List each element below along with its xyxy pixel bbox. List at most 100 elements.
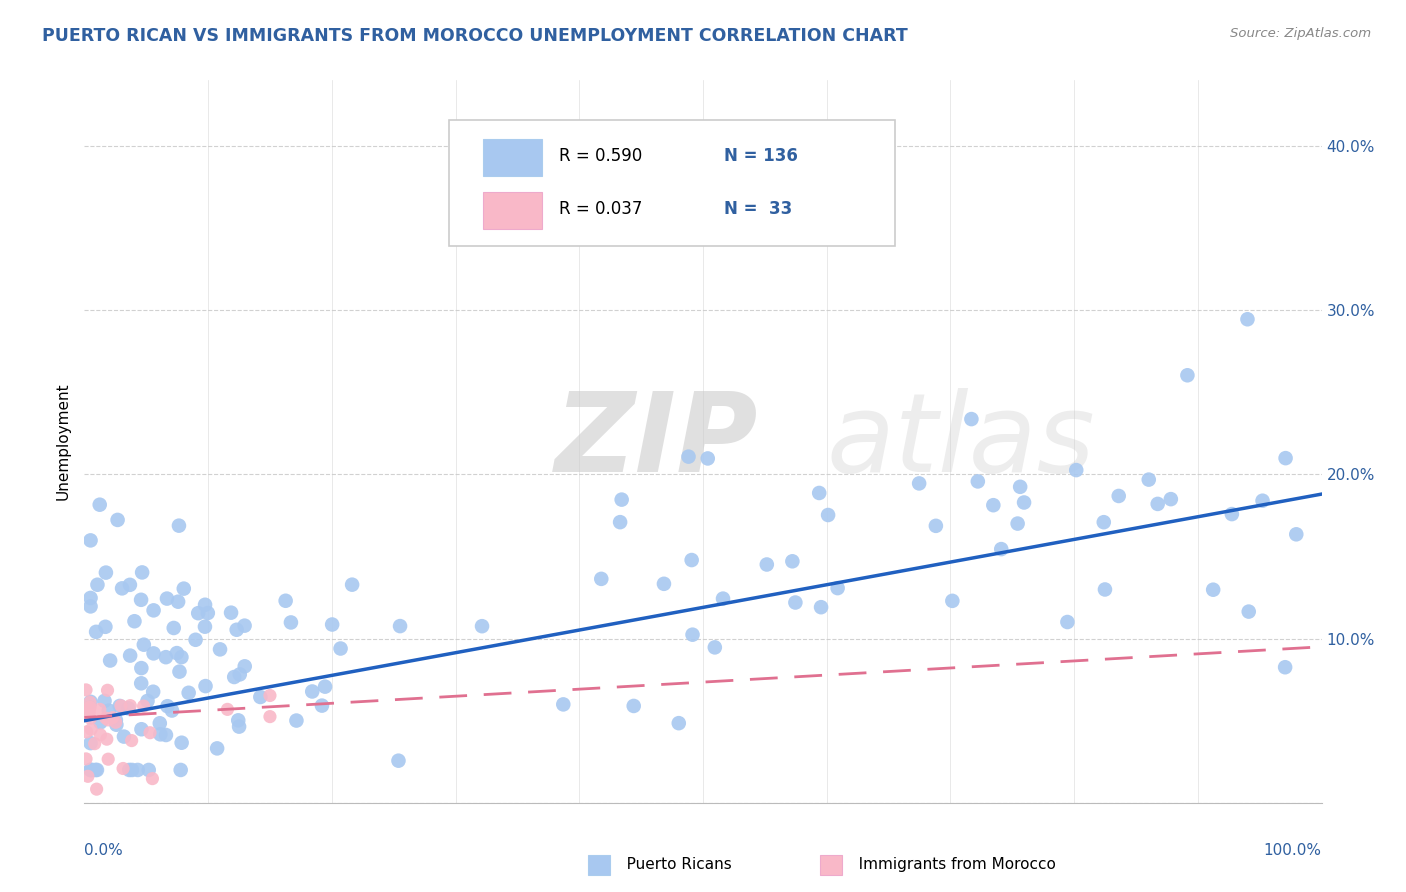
Point [960, 412, 983, 426]
Point [170, 736, 193, 750]
Point [138, 763, 160, 777]
Point [1056, 615, 1078, 629]
Point [93, 694, 115, 708]
Point [610, 492, 633, 507]
Point [471, 619, 494, 633]
Text: R = 0.037: R = 0.037 [560, 200, 643, 218]
Point [156, 699, 179, 714]
Point [79, 695, 101, 709]
Point [82, 763, 104, 777]
Point [117, 701, 139, 715]
Point [118, 763, 141, 777]
Point [131, 661, 153, 675]
Point [101, 711, 124, 725]
Point [89, 728, 111, 742]
Text: atlas: atlas [827, 388, 1095, 495]
Point [79, 711, 101, 725]
Point [1092, 515, 1115, 529]
Point [177, 686, 200, 700]
Point [226, 714, 249, 728]
Text: R = 0.590: R = 0.590 [560, 147, 643, 165]
Point [79, 700, 101, 714]
Point [808, 486, 831, 500]
Point [79, 695, 101, 709]
Point [652, 576, 675, 591]
Point [224, 670, 246, 684]
Point [160, 704, 183, 718]
Point [79, 763, 101, 777]
Point [155, 728, 177, 742]
Point [131, 566, 153, 580]
FancyBboxPatch shape [450, 120, 894, 246]
Point [184, 632, 207, 647]
Point [1274, 451, 1296, 466]
Point [170, 763, 193, 777]
Bar [482, 139, 543, 177]
Point [97, 704, 120, 718]
Point [76, 725, 98, 739]
Point [681, 553, 703, 567]
Point [149, 716, 172, 731]
Point [79, 700, 101, 714]
Point [132, 638, 155, 652]
Point [387, 754, 409, 768]
Point [83, 737, 105, 751]
Text: ZIP: ZIP [554, 388, 758, 495]
Point [941, 594, 963, 608]
Point [1094, 582, 1116, 597]
Point [682, 628, 704, 642]
Point [169, 665, 191, 679]
Point [167, 595, 190, 609]
Point [112, 730, 135, 744]
Point [696, 451, 718, 466]
Text: PUERTO RICAN VS IMMIGRANTS FROM MOROCCO UNEMPLOYMENT CORRELATION CHART: PUERTO RICAN VS IMMIGRANTS FROM MOROCCO … [42, 27, 908, 45]
Point [75, 706, 97, 721]
Point [84, 763, 107, 777]
Point [194, 598, 217, 612]
Point [668, 716, 690, 731]
Point [311, 698, 333, 713]
Point [259, 709, 281, 723]
Point [233, 618, 256, 632]
Point [1064, 463, 1087, 477]
Point [121, 733, 143, 747]
Point [208, 642, 231, 657]
Point [107, 513, 129, 527]
Point [990, 542, 1012, 557]
Point [94, 711, 117, 725]
Point [170, 650, 193, 665]
Point [1007, 516, 1029, 531]
Point [141, 772, 163, 786]
Point [205, 741, 228, 756]
Point [703, 640, 725, 655]
Point [301, 684, 323, 698]
Point [1010, 480, 1032, 494]
Point [827, 581, 849, 595]
Point [155, 650, 177, 665]
Point [166, 646, 188, 660]
Point [86, 578, 108, 592]
Point [1202, 582, 1225, 597]
Point [908, 476, 931, 491]
Point [111, 582, 134, 596]
Point [104, 715, 127, 730]
Bar [482, 192, 543, 229]
Point [280, 615, 302, 630]
Point [609, 515, 631, 529]
Point [110, 698, 132, 713]
Point [1177, 368, 1199, 383]
Point [149, 727, 172, 741]
Point [96, 683, 118, 698]
Point [329, 641, 352, 656]
Point [711, 591, 734, 606]
Point [173, 582, 195, 596]
Point [120, 648, 142, 663]
Point [131, 723, 153, 737]
Point [1108, 489, 1130, 503]
Point [1236, 312, 1258, 326]
Point [75, 682, 97, 697]
Point [1220, 507, 1243, 521]
Text: N =  33: N = 33 [724, 200, 793, 218]
Point [77, 769, 100, 783]
Point [785, 595, 807, 609]
